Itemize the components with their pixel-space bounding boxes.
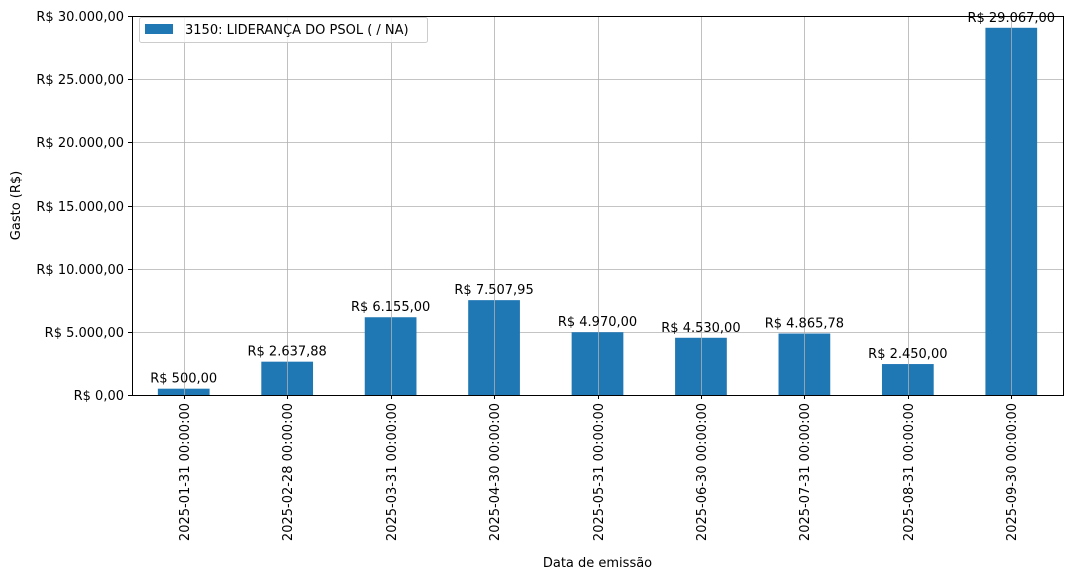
bar-value-label: R$ 2.450,00: [868, 347, 947, 362]
x-tick-label: 2025-09-30 00:00:00: [1005, 403, 1020, 541]
legend-swatch: [145, 24, 173, 34]
x-tick-label: 2025-03-31 00:00:00: [385, 403, 400, 541]
x-tick-label: 2025-06-30 00:00:00: [695, 403, 710, 541]
vertical-grid-lines: [184, 16, 1012, 395]
y-tick-label: R$ 0,00: [74, 389, 124, 404]
x-axis: 2025-01-31 00:00:00 2025-02-28 00:00:00 20…: [178, 395, 1020, 541]
x-tick-label: 2025-01-31 00:00:00: [178, 403, 193, 541]
bar-value-label: R$ 500,00: [150, 372, 217, 387]
bar-value-label: R$ 4.865,78: [765, 317, 844, 332]
y-tick-label: R$ 5.000,00: [45, 326, 124, 341]
x-tick-label: 2025-04-30 00:00:00: [488, 403, 503, 541]
bar: [881, 364, 934, 395]
y-tick-label: R$ 15.000,00: [36, 200, 124, 215]
bar-value-label: R$ 4.530,00: [661, 321, 740, 336]
bar-value-label: R$ 7.507,95: [454, 283, 533, 298]
y-axis: R$ 0,00 R$ 5.000,00 R$ 10.000,00 R$ 15.000,…: [36, 10, 132, 404]
y-axis-title: Gasto (R$): [9, 171, 24, 240]
bar: [468, 300, 520, 395]
bar: [157, 388, 210, 395]
bar: [675, 337, 727, 395]
x-tick-label: 2025-05-31 00:00:00: [592, 403, 607, 541]
bar-value-labels: R$ 500,00 R$ 2.637,88 R$ 6.155,00 R$ 7.507,…: [150, 11, 1055, 387]
bar-value-label: R$ 6.155,00: [351, 300, 430, 315]
bar: [364, 317, 417, 395]
bar-value-label: R$ 4.970,00: [558, 315, 637, 330]
bars: [157, 27, 1038, 396]
x-axis-title: Data de emissão: [543, 556, 652, 571]
y-tick-label: R$ 10.000,00: [36, 263, 124, 278]
legend-box: [139, 17, 428, 43]
y-tick-label: R$ 20.000,00: [36, 136, 124, 151]
legend-label: 3150: LIDERANÇA DO PSOL ( / NA): [185, 23, 409, 38]
bar-value-label: R$ 2.637,88: [248, 345, 327, 360]
x-tick-label: 2025-07-31 00:00:00: [798, 403, 813, 541]
bar: [571, 332, 624, 395]
y-tick-label: R$ 30.000,00: [36, 10, 124, 25]
legend: 3150: LIDERANÇA DO PSOL ( / NA): [139, 17, 428, 43]
y-tick-label: R$ 25.000,00: [36, 73, 124, 88]
x-tick-label: 2025-02-28 00:00:00: [281, 403, 296, 541]
x-tick-label: 2025-08-31 00:00:00: [902, 403, 917, 541]
bar-value-label: R$ 29.067,00: [967, 11, 1055, 26]
